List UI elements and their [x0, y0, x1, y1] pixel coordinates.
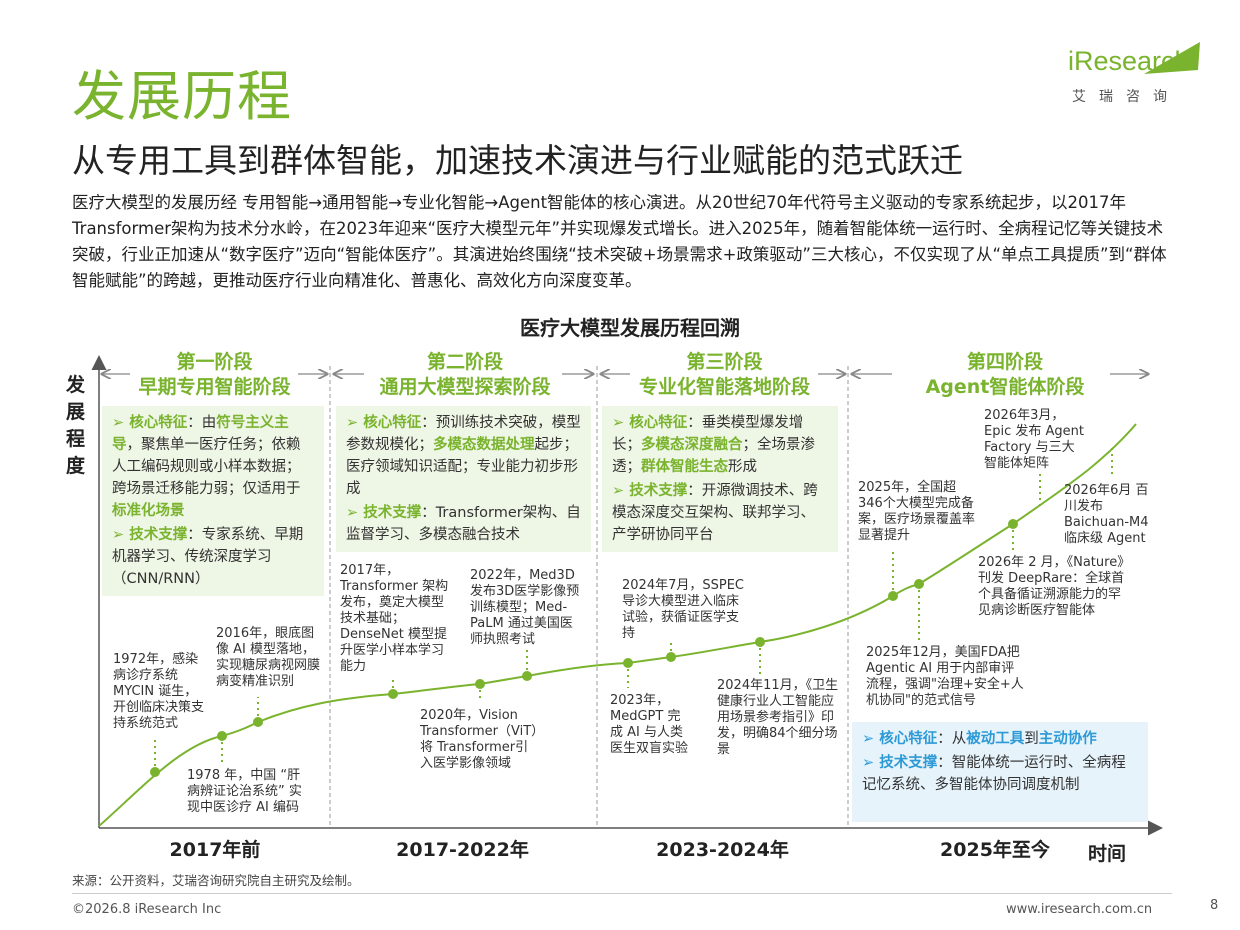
- chart-title: 医疗大模型发展历程回溯: [520, 316, 740, 340]
- stage-3-label: 专业化智能落地阶段: [638, 376, 810, 398]
- event-dot: [475, 679, 485, 689]
- arrow-icon: ➢: [112, 527, 130, 543]
- event-dot: [253, 717, 263, 727]
- copyright: ©2026.8 iResearch Inc: [72, 902, 222, 917]
- event-label: 2016年，眼底图像 AI 模型落地，实现糖尿病视网膜病变精准识别: [216, 626, 321, 689]
- era-label-1: 2017年前: [169, 839, 261, 861]
- page-title: 发展历程: [72, 65, 292, 128]
- stage-4-label: Agent智能体阶段: [925, 376, 1085, 398]
- stage-2-card: ➢ 核心特征：预训练技术突破，模型参数规模化；多模态数据处理起步；医疗领域知识适…: [336, 406, 591, 552]
- x-axis-label: 时间: [1088, 843, 1127, 865]
- arrow-icon: ➢: [862, 731, 880, 747]
- stage-4-card: ➢ 核心特征：从被动工具到主动协作 ➢ 技术支撑：智能体统一运行时、全病程记忆系…: [852, 722, 1148, 822]
- event-label: 2023年，MedGPT 完成 AI 与人类医生双盲实验: [610, 693, 689, 756]
- iresearch-logo: iResearch 艾瑞咨询: [1064, 40, 1204, 110]
- event-label: 2017年，Transformer 架构发布，奠定大模型技术基础；DenseNe…: [340, 563, 449, 674]
- event-label: 2024年7月，SSPEC 导诊大模型进入临床试验，获循证医学支持: [622, 578, 744, 641]
- arrow-icon: ➢: [112, 415, 130, 431]
- stage-4-name: 第四阶段: [966, 351, 1043, 373]
- stage-3-header: 第三阶段 专业化智能落地阶段: [612, 350, 837, 400]
- arrow-icon: ➢: [346, 415, 364, 431]
- event-label: 1978 年，中国 “肝病辨证论治系统” 实现中医诊疗 AI 编码: [187, 768, 302, 815]
- event-label: 2026年 2 月，《Nature》刊发 DeepRare：全球首个具备循证溯源…: [978, 555, 1125, 618]
- y-axis-label: 发展程度: [66, 374, 86, 477]
- website-link[interactable]: www.iresearch.com.cn: [1006, 902, 1153, 917]
- stage-1-label: 早期专用智能阶段: [138, 376, 291, 398]
- intro-paragraph: 医疗大模型的发展历经 专用智能→通用智能→专业化智能→Agent智能体的核心演进…: [72, 193, 1167, 290]
- stage-2-name: 第二阶段: [426, 351, 503, 373]
- era-label-4: 2025年至今: [940, 839, 1050, 861]
- logo-subtitle: 艾瑞咨询: [1072, 89, 1180, 105]
- event-label: 1972年，感染病诊疗系统MYCIN 诞生，开创临床决策支持系统范式: [113, 652, 205, 731]
- event-dot: [888, 591, 898, 601]
- arrow-icon: ➢: [346, 505, 364, 521]
- event-dot: [522, 671, 532, 681]
- stage-2-header: 第二阶段 通用大模型探索阶段: [350, 350, 580, 400]
- event-label: 2026年6月 百川发布 Baichuan-M4 临床级 Agent: [1064, 483, 1149, 546]
- source-note: 来源：公开资料，艾瑞咨询研究院自主研究及绘制。: [72, 873, 360, 888]
- event-dot: [755, 637, 765, 647]
- stage-1-header: 第一阶段 早期专用智能阶段: [112, 350, 317, 400]
- stage-3-card: ➢ 核心特征：垂类模型爆发增长；多模态深度融合；全场景渗透；群体智能生态形成 ➢…: [602, 406, 838, 552]
- stage-2-label: 通用大模型探索阶段: [379, 376, 551, 398]
- logo-word: iResearch: [1068, 46, 1190, 76]
- event-dot: [1008, 519, 1018, 529]
- event-label: 2022年，Med3D 发布3D医学影像预训练模型；Med-PaLM 通过美国医…: [470, 568, 580, 647]
- era-label-3: 2023-2024年: [656, 839, 789, 861]
- page-subtitle: 从专用工具到群体智能，加速技术演进与行业赋能的范式跃迁: [72, 141, 963, 180]
- event-dot: [623, 658, 633, 668]
- era-label-2: 2017-2022年: [396, 839, 529, 861]
- stage-3-name: 第三阶段: [686, 351, 763, 373]
- event-label: 2025年12月，美国FDA把 Agentic AI 用于内部审评流程，强调"治…: [866, 645, 1024, 708]
- arrow-icon: ➢: [612, 415, 630, 431]
- event-label: 2020年，Vision Transformer（ViT）将 Transform…: [420, 708, 538, 771]
- stage-1-card: ➢ 核心特征：由符号主义主导，聚焦单一医疗任务；依赖人工编码规则或小样本数据；跨…: [102, 406, 324, 596]
- arrow-icon: ➢: [612, 483, 630, 499]
- event-dot: [217, 731, 227, 741]
- event-label: 2026年3月，Epic 发布 Agent Factory 与三大智能体矩阵: [984, 408, 1084, 471]
- event-label: 2025年，全国超346个大模型完成备案，医疗场景覆盖率显著提升: [858, 480, 976, 543]
- footer-divider: [72, 893, 1172, 894]
- logo-leaf-icon: [1144, 42, 1200, 74]
- event-dot: [150, 767, 160, 777]
- arrow-icon: ➢: [862, 755, 880, 771]
- event-label: 2024年11月，《卫生健康行业人工智能应用场景参考指引》印发，明确84个细分场…: [717, 678, 839, 757]
- event-dot: [914, 579, 924, 589]
- event-dot: [666, 652, 676, 662]
- event-dot: [388, 689, 398, 699]
- stage-1-name: 第一阶段: [176, 351, 253, 373]
- stage-4-header: 第四阶段 Agent智能体阶段: [900, 350, 1110, 400]
- page-number: 8: [1210, 898, 1219, 913]
